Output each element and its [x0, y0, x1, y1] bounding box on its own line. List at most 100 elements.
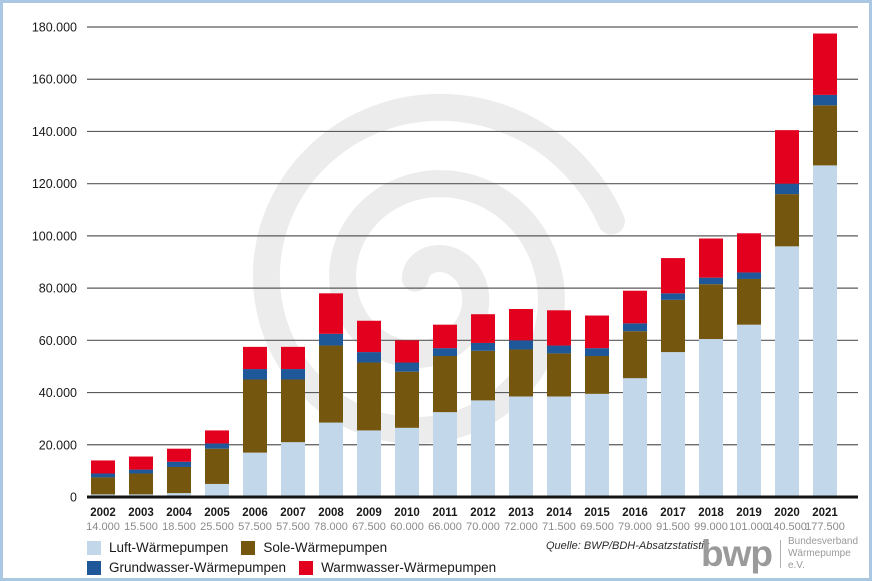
bar-segment	[813, 33, 837, 95]
legend-item-luft: Luft-Wärmepumpen	[87, 540, 228, 555]
x-tick-year: 2019	[736, 507, 762, 519]
x-tick-total: 99.000	[694, 521, 728, 533]
bar-segment	[319, 422, 343, 497]
x-tick-total: 91.500	[656, 521, 690, 533]
x-tick-year: 2011	[433, 507, 459, 519]
x-tick-year: 2017	[660, 507, 686, 519]
x-tick-year: 2009	[356, 507, 382, 519]
bar-segment	[129, 469, 153, 474]
bar-segment	[661, 352, 685, 497]
bar-segment	[661, 258, 685, 294]
bar-segment	[509, 340, 533, 350]
x-tick-year: 2016	[622, 507, 648, 519]
bar-segment	[509, 349, 533, 397]
x-tick-year: 2013	[508, 507, 534, 519]
bar-segment	[395, 371, 419, 428]
x-tick-total: 140.500	[767, 521, 807, 533]
bar-segment	[509, 309, 533, 341]
x-tick-total: 60.000	[390, 521, 424, 533]
x-tick-year: 2005	[204, 507, 230, 519]
bar-segment	[357, 430, 381, 497]
bar-segment	[813, 94, 837, 106]
bar-segment	[243, 369, 267, 380]
x-tick-year: 2015	[584, 507, 610, 519]
bar-segment	[813, 105, 837, 166]
x-tick-total: 71.500	[542, 521, 576, 533]
bar-segment	[509, 396, 533, 497]
bar-segment	[357, 320, 381, 353]
y-tick-label: 140.000	[32, 125, 77, 139]
bar-segment	[167, 493, 191, 497]
x-tick-total: 14.000	[86, 521, 120, 533]
x-tick-year: 2004	[166, 507, 192, 519]
x-tick-total: 78.000	[314, 521, 348, 533]
x-tick-total: 57.500	[276, 521, 310, 533]
x-tick-year: 2010	[394, 507, 420, 519]
logo-org-name: Bundesverband Wärmepumpe e.V.	[788, 536, 869, 572]
luft-swatch-icon	[87, 540, 101, 555]
x-tick-year: 2020	[774, 507, 800, 519]
sole-swatch-icon	[241, 540, 256, 555]
legend-row-1: Luft-Wärmepumpen Sole-Wärmepumpen	[87, 540, 496, 555]
x-tick-total: 18.500	[162, 521, 196, 533]
bar-segment	[547, 310, 571, 346]
logo-divider	[779, 540, 781, 568]
x-tick-total: 177.500	[805, 521, 845, 533]
x-tick-year: 2007	[280, 507, 306, 519]
bar-segment	[471, 400, 495, 497]
bar-segment	[205, 483, 229, 497]
x-tick-year: 2012	[470, 507, 496, 519]
y-tick-label: 100.000	[32, 229, 77, 243]
legend-item-grundwasser: Grundwasser-Wärmepumpen	[87, 560, 286, 575]
bar-segment	[661, 299, 685, 353]
bar-segment	[129, 473, 153, 495]
bar-segment	[91, 477, 115, 495]
bar-segment	[699, 238, 723, 278]
x-tick-year: 2014	[546, 507, 572, 519]
legend-item-warmwasser: Warmwasser-Wärmepumpen	[299, 560, 496, 575]
bar-segment	[395, 362, 419, 372]
bwp-logo: bwp Bundesverband Wärmepumpe e.V.	[701, 534, 869, 574]
bar-segment	[91, 473, 115, 478]
y-tick-label: 80.000	[39, 282, 77, 296]
bar-segment	[243, 379, 267, 453]
stacked-bar-chart: 0 20.000 40.000 60.000 80.000 100.000 120.000 1…	[32, 21, 858, 533]
x-tick-total: 67.500	[352, 521, 386, 533]
x-tick-year: 2021	[812, 507, 838, 519]
bar-segment	[471, 342, 495, 351]
bar-segment	[357, 352, 381, 363]
bar-segment	[433, 412, 457, 497]
bar-segment	[319, 345, 343, 423]
bar-segment	[699, 284, 723, 340]
bar-segment	[129, 456, 153, 470]
bar-segment	[243, 346, 267, 370]
bar-segment	[433, 348, 457, 356]
bar-segment	[737, 233, 761, 273]
bar-segment	[737, 324, 761, 497]
bar-segment	[775, 130, 799, 184]
bar-segment	[547, 353, 571, 397]
bar-segment	[205, 430, 229, 444]
y-tick-label: 120.000	[32, 177, 77, 191]
bar-segment	[813, 165, 837, 497]
y-tick-label: 180.000	[32, 21, 77, 35]
bar-segment	[433, 356, 457, 413]
bar-segment	[395, 427, 419, 497]
bar-segment	[205, 448, 229, 484]
bar-segment	[775, 183, 799, 195]
bar-segment	[281, 369, 305, 380]
bar-segment	[585, 348, 609, 356]
bar-segment	[547, 345, 571, 354]
bar-segment	[699, 339, 723, 497]
source-credit: Quelle: BWP/BDH-Absatzstatistik	[546, 540, 710, 552]
x-tick-year: 2002	[90, 507, 116, 519]
legend-label-warmwasser: Warmwasser-Wärmepumpen	[321, 560, 497, 575]
bar-segment	[547, 396, 571, 497]
legend-item-sole: Sole-Wärmepumpen	[241, 540, 387, 555]
x-tick-total: 25.500	[200, 521, 234, 533]
bar-segment	[585, 315, 609, 349]
x-tick-total: 69.500	[580, 521, 614, 533]
bar-segment	[281, 379, 305, 443]
bar-segment	[737, 272, 761, 279]
bar-segment	[623, 378, 647, 497]
